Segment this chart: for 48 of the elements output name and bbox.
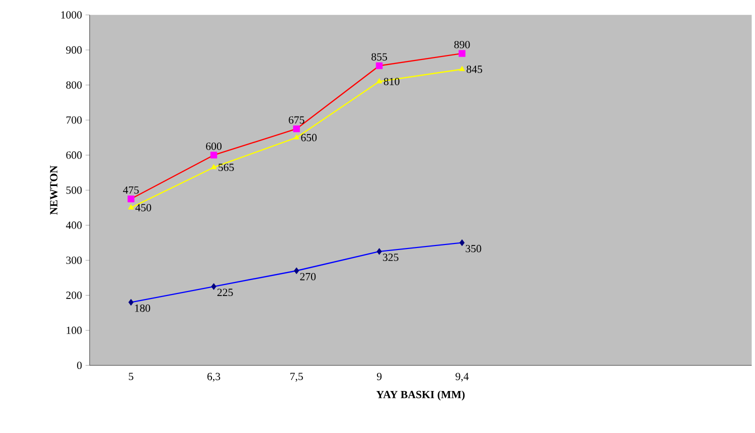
x-tick-label: 7,5 bbox=[290, 372, 303, 382]
x-tick-label: 5 bbox=[128, 372, 134, 380]
data-label: 890 bbox=[454, 40, 470, 48]
point bbox=[128, 196, 134, 202]
point bbox=[211, 283, 216, 290]
point bbox=[128, 298, 134, 306]
data-label: 600 bbox=[206, 142, 222, 150]
x-axis-title: YAY BASKI (MM) bbox=[376, 390, 465, 400]
data-label: 810 bbox=[384, 78, 400, 86]
point bbox=[210, 152, 218, 158]
point bbox=[376, 62, 383, 70]
data-label: 650 bbox=[301, 134, 317, 142]
data-label: 180 bbox=[135, 304, 150, 312]
y-tick-label: 0 bbox=[77, 362, 82, 370]
point bbox=[459, 66, 465, 71]
x-tick-label: 9 bbox=[376, 372, 382, 380]
y-tick-label: 900 bbox=[66, 46, 82, 54]
point bbox=[459, 239, 465, 246]
y-tick-label: 700 bbox=[66, 116, 82, 124]
point bbox=[458, 50, 466, 57]
data-label: 450 bbox=[135, 204, 152, 212]
point bbox=[294, 134, 300, 140]
data-label: 270 bbox=[300, 272, 316, 280]
y-tick-label: 200 bbox=[66, 292, 82, 299]
y-tick-label: 100 bbox=[66, 326, 82, 334]
data-label: 350 bbox=[466, 244, 482, 252]
y-tick-label: 600 bbox=[66, 151, 82, 159]
y-tick-label: 500 bbox=[66, 186, 82, 194]
point bbox=[294, 267, 300, 274]
point bbox=[210, 164, 217, 170]
data-label: 855 bbox=[372, 53, 388, 61]
y-tick-label: 400 bbox=[66, 221, 82, 229]
x-tick-label: 6,3 bbox=[207, 372, 220, 382]
data-label: 845 bbox=[466, 66, 482, 73]
y-axis-title: NEWTON bbox=[50, 166, 58, 215]
y-tick-label: 1000 bbox=[61, 11, 82, 19]
y-tick-label: 800 bbox=[66, 81, 82, 89]
point bbox=[128, 204, 134, 210]
data-label: 225 bbox=[217, 288, 233, 296]
point bbox=[376, 248, 382, 255]
data-label: 325 bbox=[382, 254, 398, 261]
point bbox=[376, 78, 382, 84]
data-label: 565 bbox=[218, 164, 234, 172]
data-label: 475 bbox=[123, 186, 139, 194]
data-label: 675 bbox=[288, 116, 304, 124]
y-tick-label: 300 bbox=[66, 256, 82, 264]
point bbox=[293, 125, 300, 132]
x-tick-label: 9,4 bbox=[456, 372, 469, 382]
